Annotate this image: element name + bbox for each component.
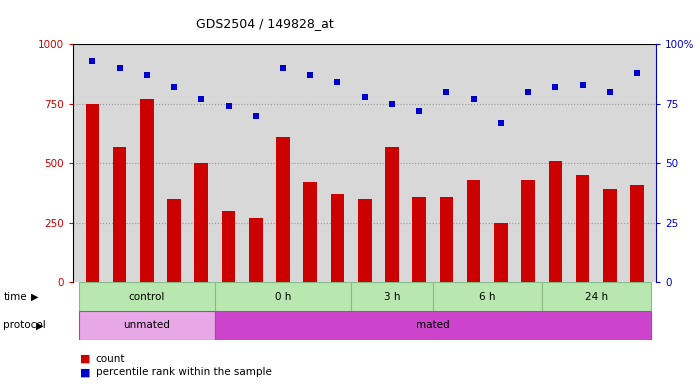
Point: [387, 101, 398, 107]
Point: [304, 72, 315, 78]
Text: 0 h: 0 h: [275, 291, 291, 302]
Bar: [168, 199, 181, 282]
Point: [523, 89, 534, 95]
Bar: [576, 175, 589, 282]
Point: [359, 93, 371, 99]
Bar: [413, 197, 426, 282]
Text: unmated: unmated: [124, 320, 170, 331]
Bar: [215, 311, 651, 340]
Text: percentile rank within the sample: percentile rank within the sample: [96, 367, 272, 377]
Point: [441, 89, 452, 95]
Text: mated: mated: [416, 320, 450, 331]
Bar: [467, 180, 480, 282]
Bar: [86, 104, 99, 282]
Text: ▶: ▶: [36, 320, 44, 331]
Point: [87, 58, 98, 64]
Bar: [215, 282, 351, 311]
Point: [632, 70, 643, 76]
Point: [604, 89, 616, 95]
Bar: [140, 99, 154, 282]
Point: [496, 120, 507, 126]
Text: 24 h: 24 h: [585, 291, 608, 302]
Point: [141, 72, 152, 78]
Bar: [351, 282, 433, 311]
Text: GDS2504 / 149828_at: GDS2504 / 149828_at: [196, 17, 334, 30]
Bar: [440, 197, 453, 282]
Bar: [542, 282, 651, 311]
Bar: [385, 147, 399, 282]
Bar: [358, 199, 371, 282]
Bar: [276, 137, 290, 282]
Text: ■: ■: [80, 367, 91, 377]
Text: protocol: protocol: [3, 320, 46, 331]
Bar: [79, 282, 215, 311]
Bar: [304, 182, 317, 282]
Point: [114, 65, 125, 71]
Point: [414, 108, 425, 114]
Text: control: control: [128, 291, 165, 302]
Bar: [113, 147, 126, 282]
Point: [195, 96, 207, 102]
Point: [168, 84, 179, 90]
Point: [250, 113, 261, 119]
Bar: [331, 194, 344, 282]
Bar: [195, 163, 208, 282]
Text: 3 h: 3 h: [384, 291, 400, 302]
Bar: [249, 218, 262, 282]
Point: [277, 65, 288, 71]
Text: 6 h: 6 h: [479, 291, 496, 302]
Bar: [630, 185, 644, 282]
Text: count: count: [96, 354, 125, 364]
Point: [468, 96, 480, 102]
Text: ▶: ▶: [31, 291, 39, 302]
Text: time: time: [3, 291, 27, 302]
Bar: [222, 211, 235, 282]
Bar: [433, 282, 542, 311]
Bar: [549, 161, 562, 282]
Bar: [521, 180, 535, 282]
Bar: [603, 189, 616, 282]
Point: [577, 81, 588, 88]
Text: ■: ■: [80, 354, 91, 364]
Point: [223, 103, 234, 109]
Point: [550, 84, 561, 90]
Bar: [79, 311, 215, 340]
Point: [332, 79, 343, 85]
Bar: [494, 223, 507, 282]
